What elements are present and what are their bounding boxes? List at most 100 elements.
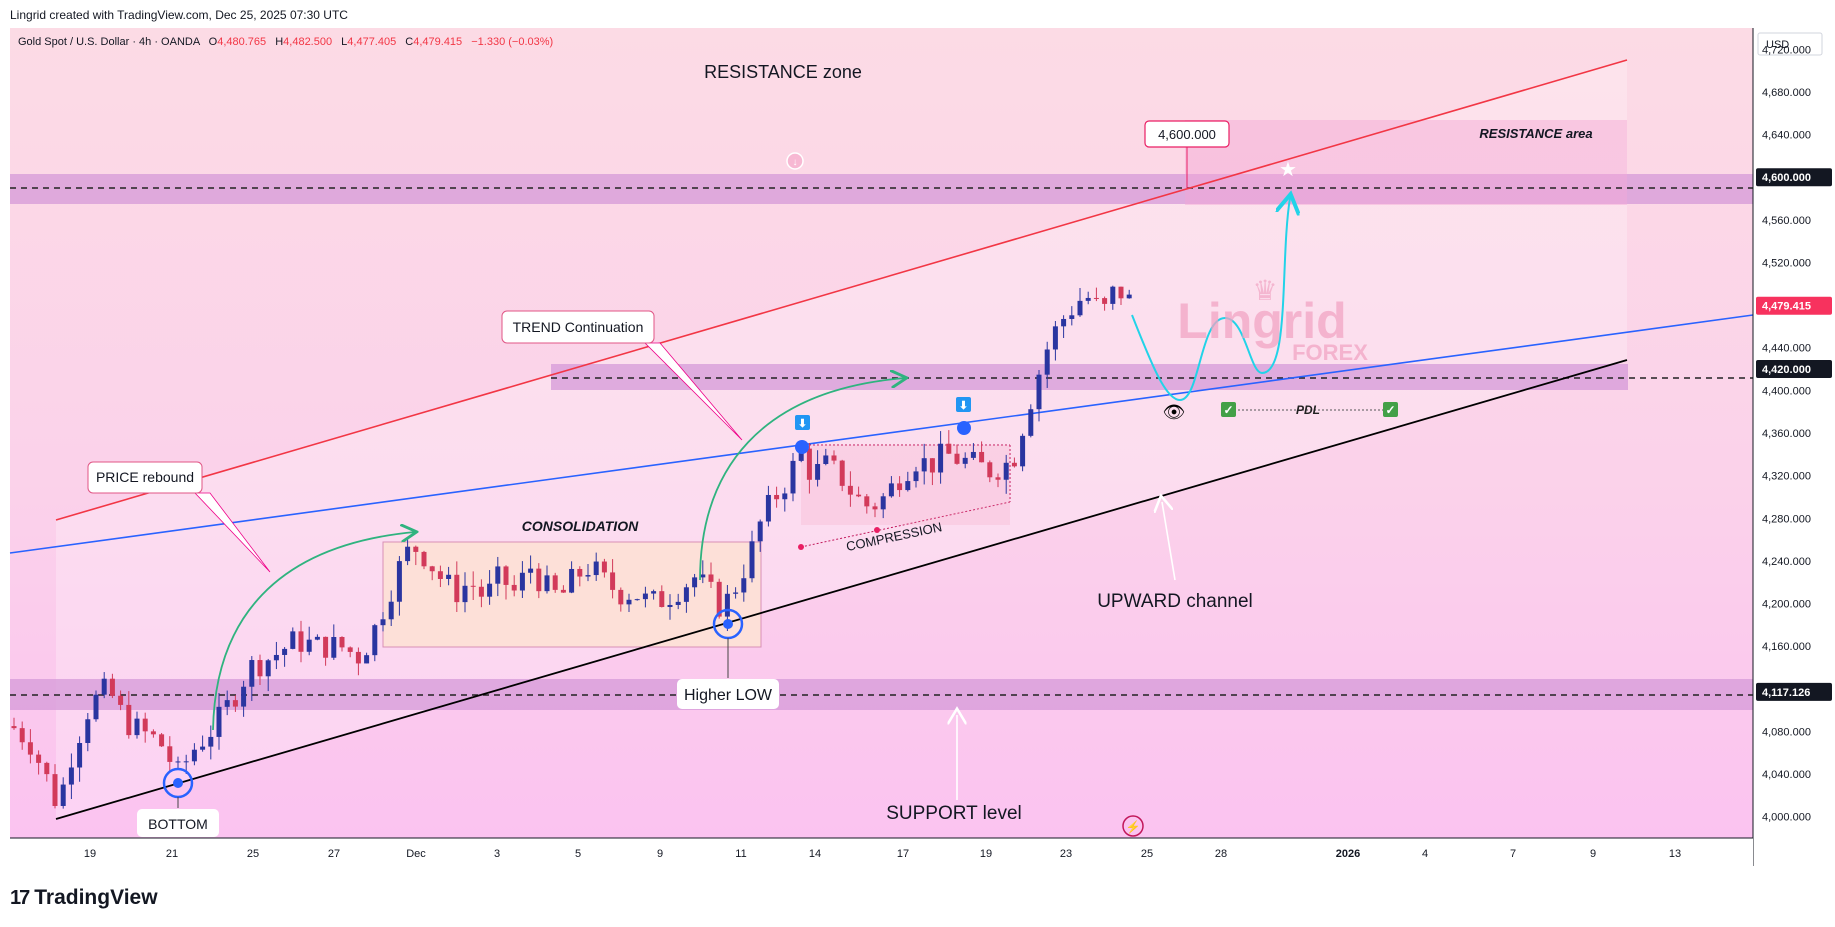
candle-bull <box>782 493 788 500</box>
candle-bull <box>798 448 804 461</box>
candle-bull <box>77 742 83 768</box>
candle-bull <box>700 574 706 578</box>
y-tick-label: 4,040.000 <box>1762 769 1811 781</box>
candle-bull <box>191 749 197 762</box>
price-label-badge <box>1756 682 1832 701</box>
candle-bull <box>1126 294 1132 299</box>
y-tick-label: 4,080.000 <box>1762 726 1811 738</box>
candle-bear <box>150 731 156 735</box>
y-tick-label: 4,000.000 <box>1762 812 1811 824</box>
candle-bull <box>585 575 591 577</box>
price-label-badge <box>1756 168 1832 187</box>
y-tick-label: 4,520.000 <box>1762 257 1811 269</box>
candle-bull <box>1077 300 1083 316</box>
candle-bear <box>552 575 558 590</box>
candle-bear <box>19 728 25 743</box>
candle-bull <box>823 455 829 465</box>
currency-button[interactable] <box>1757 32 1823 56</box>
candle-bull <box>1003 462 1009 480</box>
continuation-arrow <box>699 378 905 581</box>
x-tick-label: 25 <box>247 848 259 860</box>
x-tick-label: 28 <box>1215 848 1227 860</box>
candle-bull <box>446 574 452 579</box>
price-label-text: 4,600.000 <box>1762 172 1811 184</box>
candle-bear <box>27 742 33 755</box>
eye-icon: 👁 <box>1163 402 1186 422</box>
candle-bear <box>954 453 960 464</box>
candle-bull <box>1044 349 1050 375</box>
candle-bull <box>216 706 222 737</box>
candle-bull <box>905 481 911 491</box>
candle-bull <box>733 592 739 594</box>
x-tick-label: 27 <box>328 848 340 860</box>
candle-bull <box>544 575 550 592</box>
x-tick-label: 19 <box>980 848 992 860</box>
candle-bear <box>167 746 173 762</box>
down-flag-icon <box>956 397 971 412</box>
candle-bull <box>396 561 402 602</box>
candle-bull <box>273 654 279 661</box>
target-star: ★ <box>1279 159 1297 181</box>
trend-line <box>9 314 1754 554</box>
time-axis[interactable] <box>10 838 1753 866</box>
candle-bear <box>987 462 993 478</box>
price-label-badge <box>1756 296 1832 315</box>
candle-bull <box>1085 297 1091 301</box>
candle-bull <box>683 587 689 602</box>
candle-bull <box>388 601 394 620</box>
candle-bear <box>413 546 419 552</box>
x-tick-label: 7 <box>1510 848 1516 860</box>
price-label-text: 4,479.415 <box>1762 301 1811 313</box>
svg-text:⬇: ⬇ <box>959 400 968 412</box>
price-labels: 4,600.000 4,479.415 4,420.000 4,117.126 <box>1756 168 1832 701</box>
resistance-area-box <box>1185 120 1627 205</box>
candle-bear <box>437 571 443 579</box>
candle-bull <box>790 460 796 494</box>
y-tick-label: 4,320.000 <box>1762 471 1811 483</box>
candle-bear <box>716 581 722 617</box>
x-tick-label: Dec <box>406 848 426 860</box>
attribution-text: Lingrid created with TradingView.com, De… <box>10 8 348 22</box>
candle-bull <box>290 631 296 649</box>
x-tick-labels: 19 21 25 27 Dec 3 5 9 11 14 17 19 23 25 28 2026 4 7 9 13 <box>84 848 1681 860</box>
candle-bear <box>323 636 329 658</box>
candle-bull <box>913 471 919 482</box>
candle-bull <box>757 521 763 542</box>
candle-bear <box>470 585 476 587</box>
candle-bear <box>159 734 165 747</box>
candle-bull <box>331 636 337 658</box>
resistance-zone-band <box>10 174 1753 204</box>
candle-bear <box>601 561 607 573</box>
candle-bear <box>118 695 124 705</box>
consolidation-label: CONSOLIDATION <box>522 518 639 534</box>
x-tick-label: 4 <box>1422 848 1428 860</box>
candle-bear <box>929 458 935 473</box>
check-icon <box>1221 402 1236 417</box>
consolidation-box <box>382 541 762 648</box>
x-tick-label: 5 <box>575 848 581 860</box>
price-chart[interactable]: ★ ⬇ ⬇ ↓ ⚡ 👁 ✓ ✓ PDL Lingrid FOREX ♛ RESI… <box>0 0 1835 880</box>
x-tick-label: 23 <box>1060 848 1072 860</box>
price-label-text: 4,117.126 <box>1762 687 1810 699</box>
y-tick-label: 4,560.000 <box>1762 215 1811 227</box>
candle-bear <box>839 460 845 486</box>
candle-bull <box>675 601 681 605</box>
price-axis[interactable] <box>1753 28 1835 866</box>
price-label-badge <box>1756 360 1832 379</box>
candle-bull <box>224 700 230 707</box>
candle-bull <box>208 736 214 747</box>
candle-bear <box>864 496 870 507</box>
tradingview-brand[interactable]: 17 TradingView <box>10 886 158 910</box>
svg-text:Higher LOW: Higher LOW <box>684 687 773 704</box>
candle-bear <box>872 506 878 510</box>
watermark-line2: FOREX <box>1292 340 1368 365</box>
candle-bull <box>462 585 468 603</box>
symbol-info: Gold Spot / U.S. Dollar · 4h · OANDA O4,… <box>18 36 553 48</box>
candle-bear <box>1118 286 1124 299</box>
candle-bull <box>183 761 189 763</box>
higher-low-callout: Higher LOW <box>677 679 779 709</box>
candle-bull <box>1036 374 1042 410</box>
lightning-icon <box>1122 815 1144 837</box>
candle-bull <box>1061 318 1067 327</box>
candle-bull <box>175 761 181 763</box>
